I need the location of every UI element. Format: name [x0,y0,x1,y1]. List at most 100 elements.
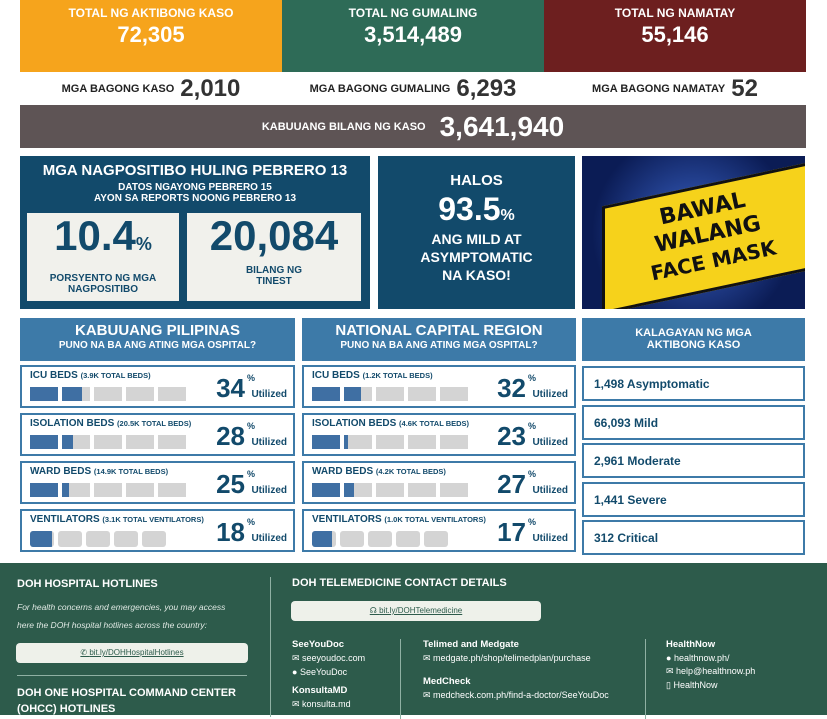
percent-sign: % [527,517,536,527]
new-recovered: MGA BAGONG GUMALING 6,293 [282,75,544,103]
resource-total: (4.6K TOTAL BEDS) [399,419,470,428]
percent-sign: % [527,373,536,383]
email-link[interactable]: ✉ help@healthnow.ph [666,666,755,677]
web-link[interactable]: ✉ medcheck.com.ph/find-a-doctor/SeeYouDo… [423,690,609,701]
label: TINEST [256,276,292,287]
resource-name: ISOLATION BEDS [30,418,115,429]
bed-icon [158,387,186,401]
bed-icon [312,387,340,401]
cumulative-cases: KABUUANG BILANG NG KASO 3,641,940 [20,105,806,148]
total-active-card: TOTAL NG AKTIBONG KASO 72,305 [20,0,282,72]
percent-sign: % [246,469,255,479]
sub1: DATOS NGAYONG PEBRERO 15 [118,182,272,193]
label: NA KASO! [442,267,511,283]
value: 2,010 [180,75,241,102]
sub2: AYON SA REPORTS NOONG PEBRERO 13 [93,193,297,204]
ohcc-title: DOH ONE HOSPITAL COMMAND CENTER [17,687,236,699]
resource-name: VENTILATORS [30,514,100,525]
resource-total: (1.2K TOTAL BEDS) [362,371,433,380]
utilized-label: Utilized [532,485,568,496]
ventilator-icon [368,531,392,547]
utilization-row: ISOLATION BEDS (4.6K TOTAL BEDS) 23 % Ut… [302,413,576,456]
title: KALAGAYAN NG MGA [635,327,752,339]
provider-name: SeeYouDoc [292,639,345,650]
ventilator-icon [30,531,54,547]
resource-name: VENTILATORS [312,514,382,525]
face-mask-banner: BAWAL WALANG FACE MASK [582,156,805,309]
new-deaths: MGA BAGONG NAMATAY 52 [544,75,806,103]
bed-icon [440,435,468,449]
divider [17,675,247,676]
resource-total: (3.9K TOTAL BEDS) [80,371,151,380]
resource-total: (1.0K TOTAL VENTILATORS) [384,515,486,524]
title: MGA NAGPOSITIBO HULING PEBRERO 13 [42,162,348,179]
web-link[interactable]: ✉ medgate.ph/shop/telimedplan/purchase [423,653,609,664]
section-title: KABUUANG PILIPINAS [74,322,240,339]
web-link[interactable]: ✉ konsulta.md [292,699,365,710]
percent-sign: % [246,373,255,383]
new-cases: MGA BAGONG KASO 2,010 [20,75,282,103]
label: TOTAL NG AKTIBONG KASO [68,6,234,20]
resource-name: WARD BEDS [312,466,374,477]
value: 93.5 [438,191,501,227]
app-link[interactable]: ▯ HealthNow [666,680,755,691]
provider-name: Telimed and Medgate [423,639,519,650]
ventilator-icon [340,531,364,547]
ventilator-icon [424,531,448,547]
status-item: 2,961 Moderate [582,443,805,478]
link-text: help@healthnow.ph [676,666,756,676]
total-deaths-card: TOTAL NG NAMATAY 55,146 [544,0,806,72]
messenger-icon: ● [292,667,300,677]
utilization-row: VENTILATORS (1.0K TOTAL VENTILATORS) 17 … [302,509,576,552]
divider [270,577,271,717]
hotlines-link[interactable]: ✆ bit.ly/DOHHospitalHotlines [16,643,248,663]
utilized-label: Utilized [251,437,287,448]
web-link[interactable]: ● healthnow.ph/ [666,653,755,663]
mail-icon: ✉ [292,653,303,663]
resource-name: ICU BEDS [30,370,78,381]
value: 55,146 [641,22,709,47]
email-link[interactable]: ✉ seeyoudoc.com [292,653,365,664]
utilized-label: Utilized [532,533,568,544]
provider-name: MedCheck [423,676,471,687]
label: NAGPOSITIBO [67,284,138,295]
label: MGA BAGONG KASO [61,83,175,95]
resource-total: (4.2K TOTAL BEDS) [375,467,446,476]
active-case-status: KALAGAYAN NG MGA AKTIBONG KASO 1,498 Asym… [582,318,805,555]
positivity-panel: MGA NAGPOSITIBO HULING PEBRERO 13 DATOS … [20,156,370,309]
percent-sign: % [527,421,536,431]
bed-icon [408,387,436,401]
link-text: bit.ly/DOHTelemedicine [379,606,463,615]
bed-icon [376,483,404,497]
utilization-percent: 23 [497,421,526,451]
mail-icon: ✉ [292,699,303,709]
section-subtitle: PUNO NA BA ANG ATING MGA OSPITAL? [58,340,257,351]
section-ncr: NATIONAL CAPITAL REGION PUNO NA BA ANG A… [302,318,576,554]
utilization-percent: 17 [497,517,526,547]
section-philippines: KABUUANG PILIPINAS PUNO NA BA ANG ATING … [20,318,295,554]
messenger-link[interactable]: ● SeeYouDoc [292,667,365,677]
rate: 10.4 [54,212,136,259]
utilization-row: ICU BEDS (3.9K TOTAL BEDS) 34 % Utilized [20,365,295,408]
value: 3,514,489 [364,22,462,47]
total-recovered-card: TOTAL NG GUMALING 3,514,489 [282,0,544,72]
section-subtitle: PUNO NA BA ANG ATING MGA OSPITAL? [340,340,538,351]
bed-icon [376,435,404,449]
bed-icon [312,435,340,449]
title: AKTIBONG KASO [646,339,741,351]
label: ANG MILD AT [431,231,522,247]
section-header: NATIONAL CAPITAL REGION PUNO NA BA ANG A… [302,318,576,361]
label: MGA BAGONG NAMATAY [592,83,726,95]
bed-icon [62,435,90,449]
bed-icon [94,387,122,401]
mail-icon: ✉ [423,690,434,700]
utilization-percent: 18 [216,517,245,547]
ventilator-icon [312,531,336,547]
status-item: 1,498 Asymptomatic [582,366,805,401]
link-text: bit.ly/DOHHospitalHotlines [89,648,184,657]
utilized-label: Utilized [251,485,287,496]
bed-icon [30,435,58,449]
percent-sign: % [527,469,536,479]
telemedicine-link[interactable]: ☊ bit.ly/DOHTelemedicine [291,601,541,621]
percent-sign: % [246,421,255,431]
